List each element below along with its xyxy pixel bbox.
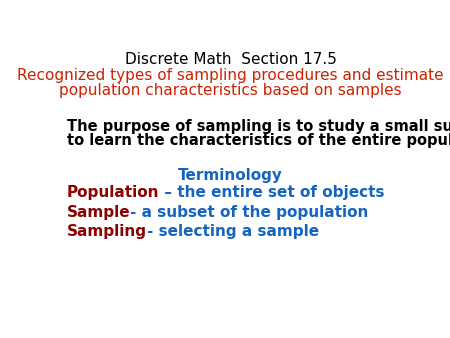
Text: - a subset of the population: - a subset of the population: [130, 204, 369, 219]
Text: population characteristics based on samples: population characteristics based on samp…: [59, 83, 402, 98]
Text: Terminology: Terminology: [178, 168, 283, 183]
Text: to learn the characteristics of the entire population.: to learn the characteristics of the enti…: [67, 133, 450, 148]
Text: Discrete Math  Section 17.5: Discrete Math Section 17.5: [125, 52, 337, 67]
Text: Recognized types of sampling procedures and estimate: Recognized types of sampling procedures …: [17, 68, 444, 83]
Text: – the entire set of objects: – the entire set of objects: [159, 185, 385, 200]
Text: - selecting a sample: - selecting a sample: [147, 224, 319, 239]
Text: The purpose of sampling is to study a small subset: The purpose of sampling is to study a sm…: [67, 119, 450, 134]
Text: Sampling: Sampling: [67, 224, 147, 239]
Text: Population: Population: [67, 185, 159, 200]
Text: Sample: Sample: [67, 204, 130, 219]
